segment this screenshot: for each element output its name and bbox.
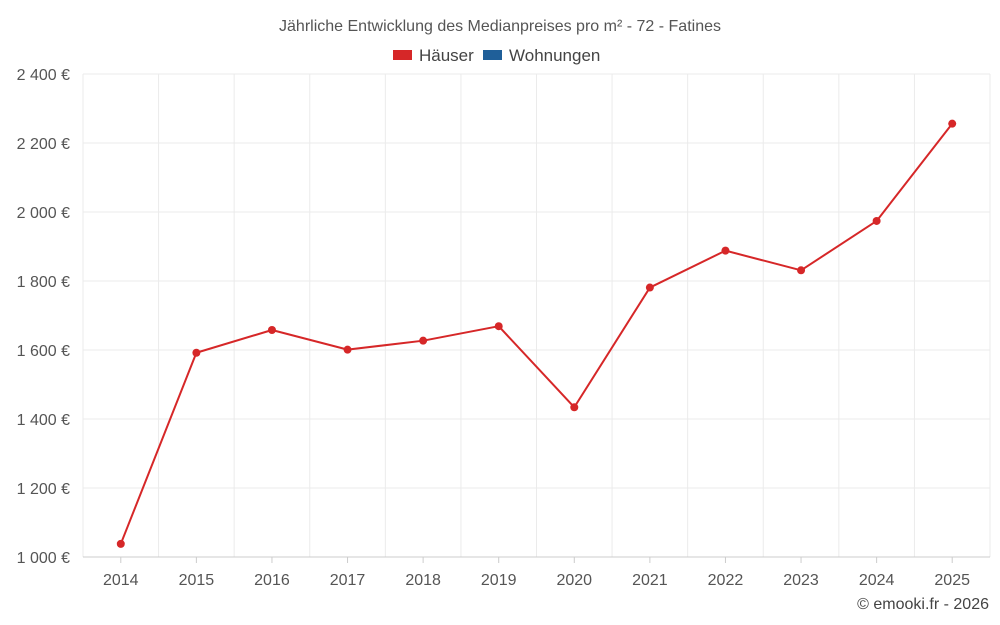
y-tick-label: 1 800 € (17, 274, 70, 291)
y-axis: 1 000 € 1 200 € 1 400 € 1 600 € 1 800 € 2 000… (17, 67, 70, 567)
x-tick-label: 2016 (254, 572, 290, 589)
x-tick-label: 2022 (708, 572, 744, 589)
y-tick-label: 1 600 € (17, 343, 70, 360)
data-point[interactable] (494, 322, 503, 331)
x-tick-label: 2020 (556, 572, 592, 589)
series-line (119, 123, 953, 545)
data-point[interactable] (948, 119, 957, 128)
y-tick-label: 2 400 € (17, 67, 70, 84)
y-tick-label: 1 000 € (17, 550, 70, 567)
legend-label-wohnungen: Wohnungen (509, 46, 600, 65)
x-tick-label: 2023 (783, 572, 819, 589)
legend-swatch-haeuser (393, 50, 412, 60)
x-tick-label: 2018 (405, 572, 441, 589)
x-tick-label: 2014 (103, 572, 139, 589)
data-point[interactable] (721, 246, 730, 255)
credit-text: © emooki.fr - 2026 (857, 596, 989, 613)
data-point[interactable] (645, 283, 654, 292)
data-point[interactable] (872, 216, 881, 225)
x-tick-label: 2015 (179, 572, 215, 589)
data-point[interactable] (343, 345, 352, 354)
legend-item-haeuser[interactable]: Häuser (393, 46, 474, 65)
x-axis: 2014 2015 2016 2017 2018 2019 2020 2021 2022 2023… (83, 556, 990, 589)
series-haeuser (116, 119, 957, 548)
y-tick-label: 1 200 € (17, 481, 70, 498)
legend-item-wohnungen[interactable]: Wohnungen (483, 46, 600, 65)
y-tick-label: 2 000 € (17, 205, 70, 222)
data-point[interactable] (797, 266, 806, 275)
data-point[interactable] (419, 336, 428, 345)
x-tick-label: 2019 (481, 572, 517, 589)
chart-title: Jährliche Entwicklung des Medianpreises … (279, 18, 721, 35)
x-tick-label: 2017 (330, 572, 366, 589)
y-tick-label: 2 200 € (17, 136, 70, 153)
data-point[interactable] (116, 539, 125, 548)
data-point[interactable] (570, 403, 579, 412)
x-tick-label: 2024 (859, 572, 895, 589)
x-tick-label: 2021 (632, 572, 668, 589)
data-point[interactable] (192, 348, 201, 357)
legend-label-haeuser: Häuser (419, 46, 474, 65)
legend-swatch-wohnungen (483, 50, 502, 60)
grid (82, 73, 991, 557)
legend: Häuser Wohnungen (393, 46, 600, 65)
y-tick-label: 1 400 € (17, 412, 70, 429)
x-tick-label: 2025 (934, 572, 970, 589)
data-point[interactable] (267, 325, 276, 334)
